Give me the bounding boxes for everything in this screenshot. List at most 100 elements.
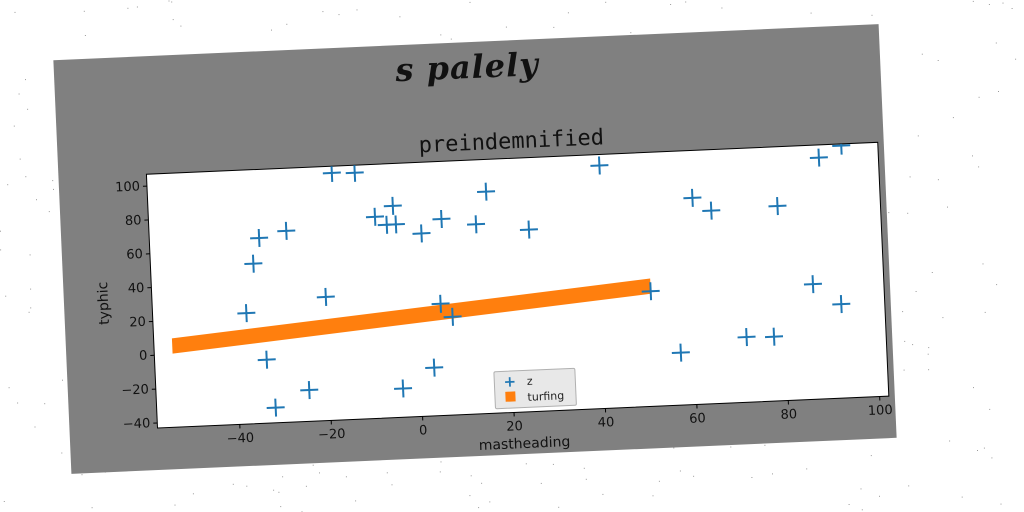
scatter-point-v (385, 215, 389, 234)
speckle-dot (17, 402, 19, 404)
plot-marks (171, 142, 851, 417)
speckle-dot (192, 493, 194, 495)
y-tick-label: 0 (139, 349, 148, 364)
speckle-dot (246, 485, 248, 487)
speckle-dot (278, 491, 280, 493)
y-tick-label: −20 (121, 382, 149, 398)
x-tick-label: −40 (226, 431, 254, 447)
legend-label: turfing (527, 388, 565, 404)
scatter-point-v (811, 275, 815, 294)
scatter-point (832, 142, 851, 155)
legend-label: z (526, 374, 533, 388)
speckle-dot (469, 1, 471, 3)
scatter-point (768, 196, 787, 216)
scatter-point (316, 287, 335, 306)
scatter-point-v (274, 398, 278, 417)
speckle-dot (53, 188, 54, 190)
speckle-dot (871, 14, 873, 16)
speckle-dot (888, 212, 890, 214)
scatter-point-v (432, 358, 436, 377)
speckle-dot (440, 34, 442, 36)
y-tick-label: 60 (126, 247, 143, 263)
speckle-dot (931, 272, 933, 273)
scatter-point (412, 224, 431, 243)
speckle-dot (171, 1, 173, 3)
speckle-dot (127, 7, 129, 9)
speckle-dot (630, 32, 632, 34)
speckle-dot (338, 14, 340, 16)
speckle-dot (81, 474, 83, 476)
speckle-dot (928, 347, 930, 349)
scatter-point-v (839, 142, 843, 155)
scatter-point-v (691, 188, 694, 207)
speckle-dot (172, 19, 174, 21)
speckle-dot (730, 446, 732, 448)
speckle-dot (28, 311, 30, 313)
speckle-dot (345, 476, 347, 478)
speckle-dot (440, 461, 442, 463)
speckle-dot (356, 9, 358, 11)
speckle-dot (286, 23, 288, 25)
scatter-point-v (817, 148, 821, 167)
scatter-point-v (420, 224, 423, 243)
chart-title: preindemnified (418, 125, 604, 158)
speckle-dot (983, 447, 985, 449)
speckle-dot (180, 25, 182, 27)
speckle-dot (917, 135, 919, 137)
speckle-dot (912, 344, 914, 346)
speckle-dot (84, 35, 86, 36)
speckle-dot (312, 464, 314, 466)
speckle-dot (952, 117, 954, 119)
scatter-point (683, 188, 702, 207)
speckle-dot (973, 387, 974, 389)
speckle-dot (984, 311, 986, 313)
speckle-dot (972, 0, 974, 2)
speckle-dot (652, 495, 654, 497)
speckle-dot (62, 379, 63, 381)
speckle-dot (305, 485, 307, 487)
speckle-dot (679, 470, 681, 472)
scatter-point-v (745, 328, 748, 347)
speckle-dot (8, 387, 10, 389)
speckle-dot (978, 166, 980, 168)
speckle-dot (282, 476, 284, 478)
x-tick-label: −20 (318, 427, 346, 443)
speckle-dot (168, 0, 170, 2)
speckle-dot (469, 495, 471, 497)
speckle-dot (658, 480, 660, 482)
speckle-dot (860, 488, 862, 490)
scatter-point (257, 350, 276, 369)
scatter-point (832, 295, 851, 314)
speckle-dot (978, 96, 980, 98)
speckle-dot (927, 353, 929, 355)
speckle-dot (1015, 58, 1017, 60)
x-tick-label: 80 (780, 407, 797, 423)
scatter-point-v (284, 221, 288, 240)
scatter-point-v (391, 196, 395, 215)
speckle-dot (693, 475, 695, 477)
speckle-dot (91, 507, 93, 509)
speckle-dot (29, 254, 31, 256)
speckle-dot (470, 475, 472, 477)
y-tick-label: −40 (123, 416, 151, 432)
speckle-dot (36, 199, 37, 201)
speckle-dot (273, 489, 275, 491)
speckle-dot (751, 477, 753, 478)
y-tick-label: 40 (128, 281, 145, 297)
figure: s palely preindemnified −40 −20 0 20 40 60 80 10… (53, 24, 897, 474)
scatter-point (383, 196, 402, 215)
speckle-dot (982, 263, 984, 265)
scatter-point-v (598, 156, 601, 175)
scatter-chart: preindemnified −40 −20 0 20 40 60 80 100 −40 −20 0 2… (95, 125, 893, 454)
scatter-point-v (451, 307, 454, 326)
speckle-dot (44, 403, 46, 405)
speckle-dot (271, 29, 272, 31)
scatter-point-v (394, 215, 398, 234)
scatter-point-v (709, 201, 713, 220)
scatter-point-v (679, 343, 683, 362)
speckle-dot (949, 440, 951, 442)
scatter-point (425, 358, 444, 377)
scatter-point (237, 304, 256, 323)
x-axis-label: mastheading (478, 434, 570, 454)
speckle-dot (861, 509, 863, 511)
